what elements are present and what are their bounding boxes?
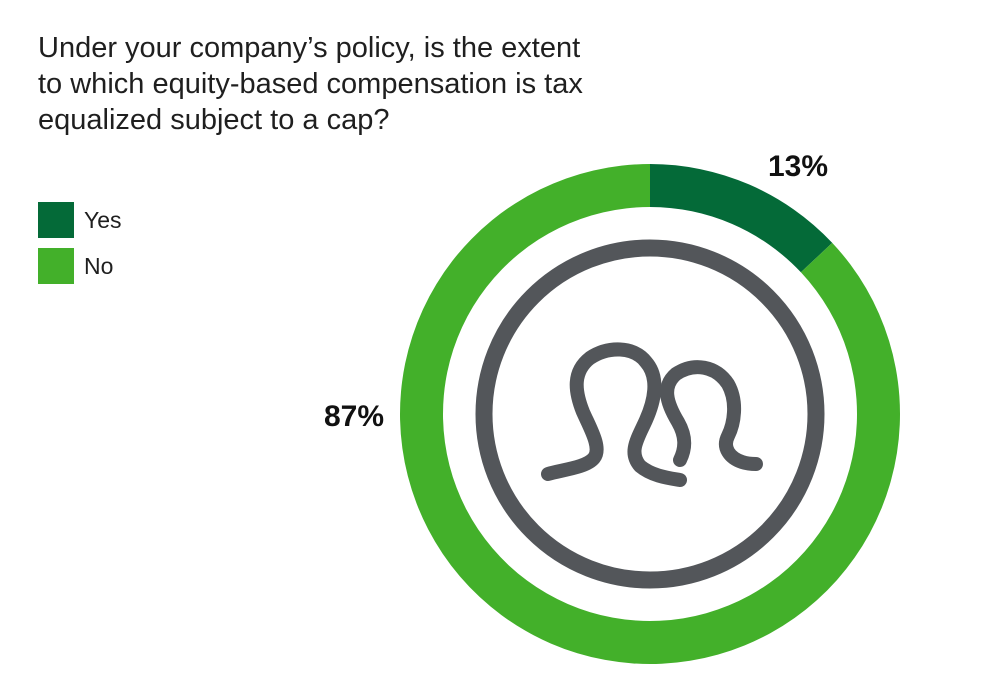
legend-item-yes: Yes	[38, 202, 122, 238]
legend: Yes No	[38, 202, 122, 294]
donut-labels: 13% 87%	[324, 150, 828, 433]
data-label-yes: 13%	[768, 150, 828, 183]
chart-title: Under your company’s policy, is the exte…	[38, 30, 678, 138]
title-line: Under your company’s policy, is the exte…	[38, 32, 581, 64]
people-outline-icon	[475, 239, 825, 589]
icon-ring	[475, 239, 825, 589]
data-label-no: 87%	[324, 400, 384, 433]
title-line: equalized subject to a cap?	[38, 104, 390, 136]
legend-label-no: No	[84, 252, 114, 279]
legend-swatch-yes	[38, 202, 74, 238]
legend-item-no: No	[38, 248, 122, 284]
title-line: to which equity-based compensation is ta…	[38, 68, 583, 100]
legend-swatch-no	[38, 248, 74, 284]
legend-label-yes: Yes	[84, 206, 122, 233]
person-left-outline	[541, 342, 687, 487]
donut-slice-yes	[650, 164, 833, 273]
donut-slices	[400, 164, 900, 665]
person-right-outline	[660, 360, 763, 471]
